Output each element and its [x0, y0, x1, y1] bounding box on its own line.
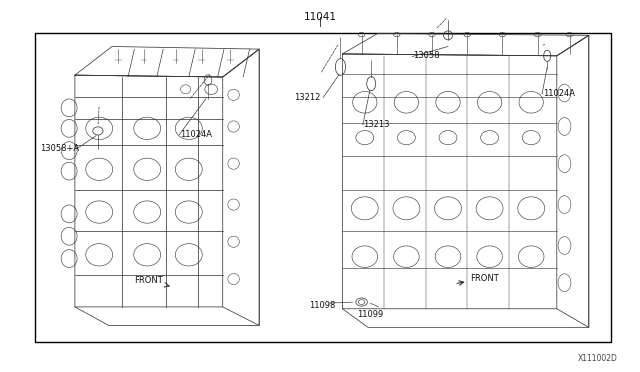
Text: 13213: 13213	[364, 120, 390, 129]
Text: 11099: 11099	[357, 310, 383, 319]
Text: 13212: 13212	[294, 93, 321, 102]
Text: 11024A: 11024A	[180, 130, 212, 139]
Text: X111002D: X111002D	[578, 354, 618, 363]
Text: 11024A: 11024A	[543, 89, 575, 98]
Text: 13058: 13058	[413, 51, 439, 60]
Text: FRONT: FRONT	[134, 276, 169, 287]
Bar	[35, 33, 611, 342]
Text: 11098: 11098	[309, 301, 335, 310]
Text: 11041: 11041	[303, 12, 337, 22]
Text: 13058+A: 13058+A	[40, 144, 79, 153]
Text: FRONT: FRONT	[457, 274, 499, 285]
